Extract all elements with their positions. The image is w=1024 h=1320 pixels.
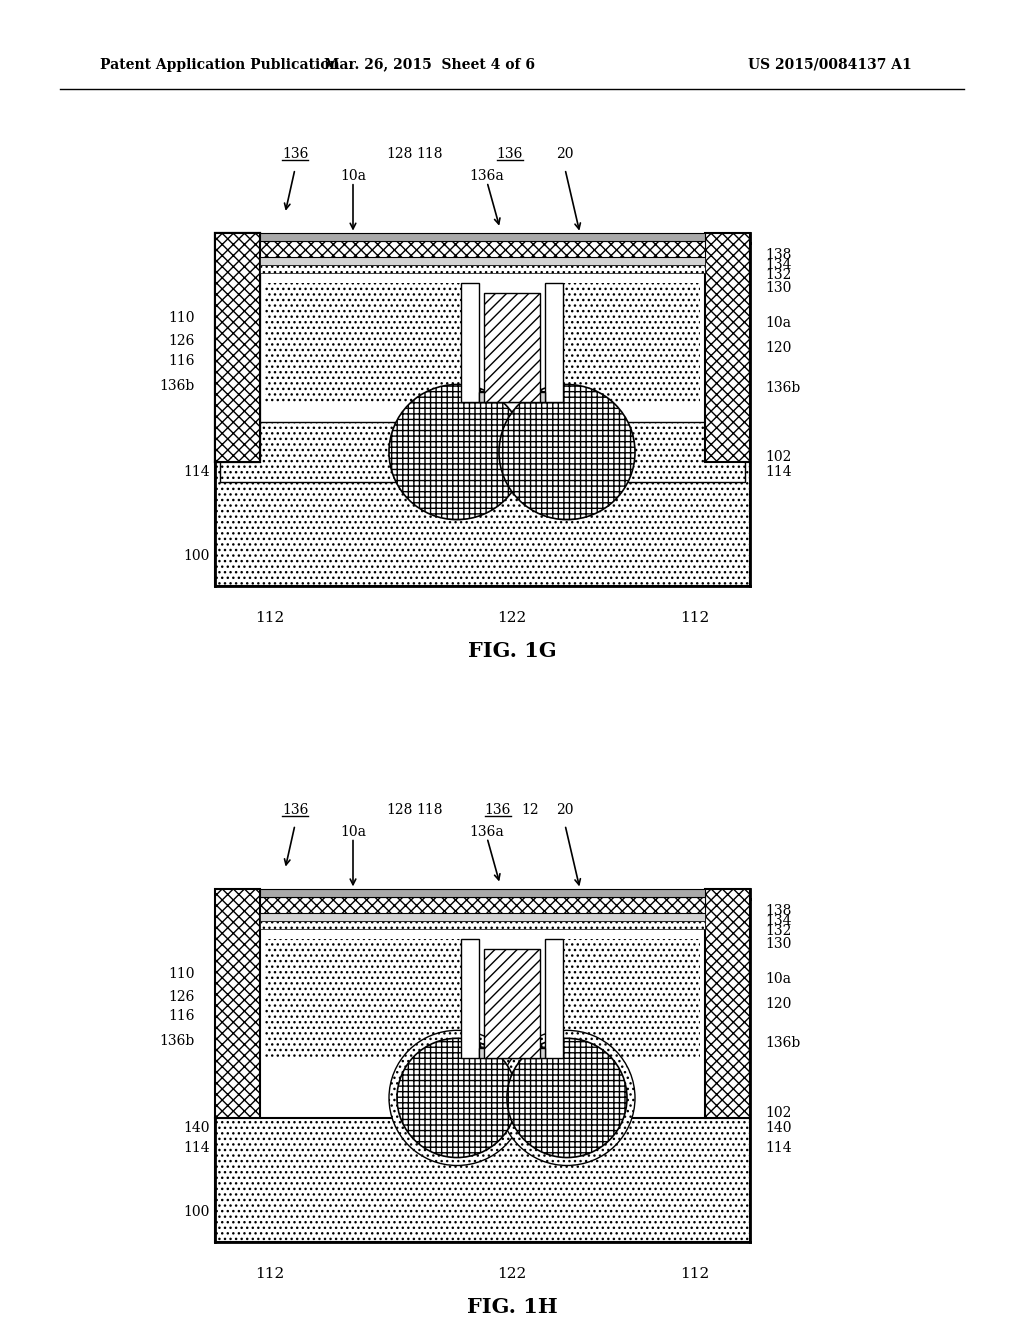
Text: FIG. 1G: FIG. 1G — [468, 642, 556, 661]
Text: 140: 140 — [765, 1121, 792, 1135]
Text: 132: 132 — [765, 268, 792, 282]
Text: 114: 114 — [183, 1140, 210, 1155]
Text: 136: 136 — [497, 147, 523, 161]
Text: 10a: 10a — [340, 169, 366, 183]
Bar — [215, 234, 260, 462]
Text: 120: 120 — [765, 997, 792, 1011]
Text: 126: 126 — [169, 334, 195, 347]
Bar — [215, 234, 260, 462]
Text: 10a: 10a — [765, 972, 791, 986]
Text: 140: 140 — [183, 1121, 210, 1135]
Text: Patent Application Publication: Patent Application Publication — [100, 58, 340, 71]
Text: US 2015/0084137 A1: US 2015/0084137 A1 — [749, 58, 912, 71]
Text: Mar. 26, 2015  Sheet 4 of 6: Mar. 26, 2015 Sheet 4 of 6 — [325, 58, 536, 71]
Text: 138: 138 — [765, 248, 792, 263]
Text: 100: 100 — [183, 549, 210, 564]
Bar — [260, 265, 705, 273]
Text: 128: 128 — [387, 803, 414, 817]
Text: 112: 112 — [255, 1267, 285, 1280]
Bar — [260, 234, 705, 242]
Bar — [260, 913, 705, 921]
Circle shape — [499, 384, 635, 520]
Text: 118: 118 — [417, 803, 443, 817]
Circle shape — [389, 1031, 525, 1166]
Bar — [265, 284, 461, 403]
Bar — [484, 949, 540, 1059]
Bar — [215, 890, 260, 1118]
Bar — [545, 939, 563, 1059]
Bar — [265, 939, 461, 1059]
Text: 136: 136 — [282, 147, 308, 161]
Text: 20: 20 — [556, 803, 573, 817]
Bar — [220, 487, 745, 581]
Text: 134: 134 — [765, 913, 792, 928]
Text: 110: 110 — [169, 312, 195, 325]
Text: 112: 112 — [680, 611, 710, 626]
Bar — [260, 890, 705, 898]
Bar — [597, 422, 745, 482]
Text: 116: 116 — [169, 354, 195, 368]
Text: FIG. 1H: FIG. 1H — [467, 1296, 557, 1316]
Bar — [479, 1048, 545, 1059]
Bar — [563, 284, 700, 403]
Circle shape — [389, 384, 525, 520]
Bar — [705, 890, 750, 1118]
Bar — [477, 428, 547, 487]
Text: 136b: 136b — [160, 379, 195, 392]
Bar — [260, 242, 705, 257]
Bar — [461, 939, 479, 1059]
Bar — [220, 422, 407, 482]
Bar — [220, 1123, 745, 1237]
Bar — [260, 257, 705, 265]
Bar — [260, 921, 705, 929]
Text: 132: 132 — [765, 924, 792, 939]
Text: 114: 114 — [183, 465, 210, 479]
Text: 114: 114 — [765, 1140, 792, 1155]
Bar — [215, 1118, 750, 1242]
Text: 120: 120 — [765, 341, 792, 355]
Bar — [479, 392, 545, 403]
Circle shape — [397, 1039, 517, 1158]
Text: 122: 122 — [498, 611, 526, 626]
Text: 20: 20 — [556, 147, 573, 161]
Bar — [563, 939, 700, 1059]
Text: 10a: 10a — [340, 825, 366, 838]
Text: 136b: 136b — [160, 1035, 195, 1048]
Bar — [477, 1068, 547, 1127]
Text: 136b: 136b — [765, 1036, 800, 1051]
Text: 138: 138 — [765, 904, 792, 919]
Text: 136a: 136a — [470, 825, 505, 838]
Text: 102: 102 — [765, 450, 792, 465]
Text: 114: 114 — [765, 465, 792, 479]
Circle shape — [507, 1039, 627, 1158]
Text: 112: 112 — [680, 1267, 710, 1280]
Text: 112: 112 — [255, 611, 285, 626]
Text: 102: 102 — [765, 1106, 792, 1119]
Text: 122: 122 — [498, 1267, 526, 1280]
Text: 128: 128 — [387, 147, 414, 161]
Text: 10a: 10a — [765, 315, 791, 330]
Text: 116: 116 — [169, 1010, 195, 1023]
Text: 110: 110 — [169, 966, 195, 981]
Bar — [461, 284, 479, 403]
Bar — [545, 284, 563, 403]
Text: 12: 12 — [521, 803, 539, 817]
Text: 100: 100 — [183, 1205, 210, 1220]
Bar — [215, 462, 750, 586]
Text: 130: 130 — [765, 281, 792, 296]
Bar — [484, 293, 540, 403]
Text: 136: 136 — [484, 803, 511, 817]
Text: 118: 118 — [417, 147, 443, 161]
Text: 134: 134 — [765, 259, 792, 272]
Text: 136b: 136b — [765, 380, 800, 395]
Bar — [260, 898, 705, 913]
Circle shape — [499, 1031, 635, 1166]
Text: 136: 136 — [282, 803, 308, 817]
Bar — [705, 234, 750, 462]
Text: 126: 126 — [169, 990, 195, 1003]
Text: 130: 130 — [765, 937, 792, 950]
Bar — [215, 234, 260, 462]
Text: 136a: 136a — [470, 169, 505, 183]
